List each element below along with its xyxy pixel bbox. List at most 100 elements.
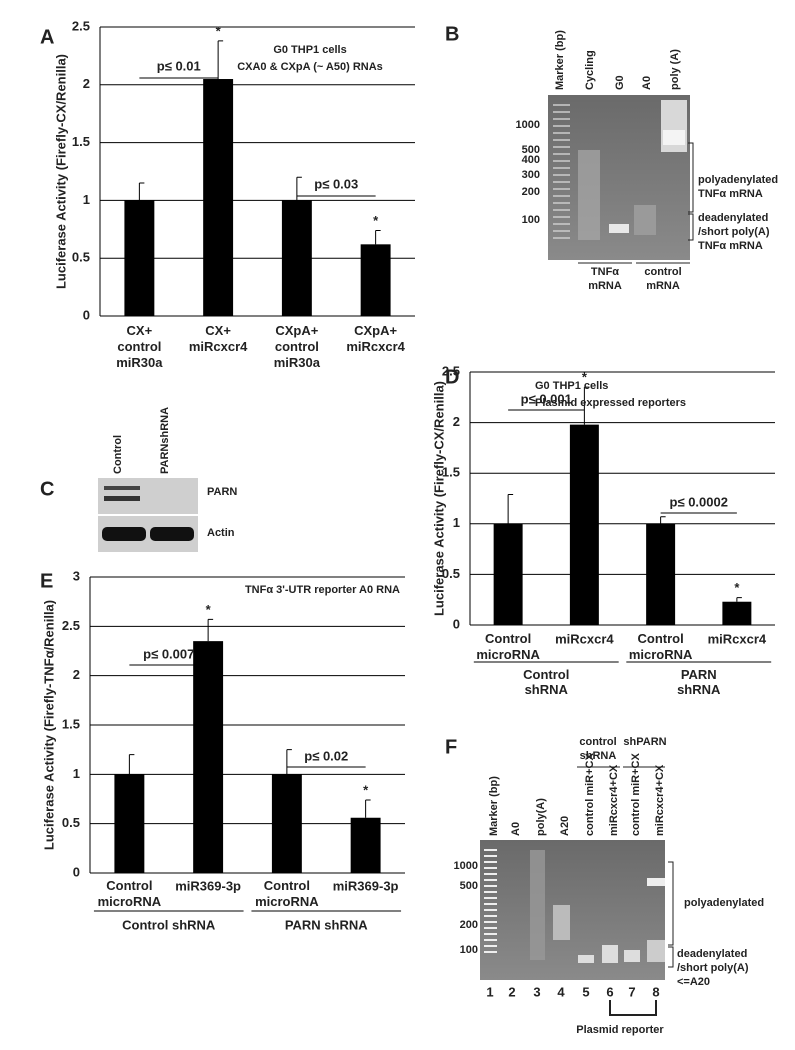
significance-star: * bbox=[206, 602, 212, 617]
y-tick-label: 1.5 bbox=[442, 465, 460, 480]
lane-label: A0 bbox=[641, 76, 653, 90]
y-tick-label: 0 bbox=[83, 307, 90, 322]
lane-label: A20 bbox=[559, 816, 571, 836]
gel-bands bbox=[530, 850, 665, 963]
size-label: 300 bbox=[522, 169, 540, 181]
x-tick-label: Control microRNA bbox=[255, 878, 319, 909]
chart-note: G0 THP1 cells bbox=[273, 44, 346, 56]
bar bbox=[124, 200, 155, 316]
x-tick-label: miR369-3p bbox=[333, 878, 399, 893]
size-label: 1000 bbox=[454, 860, 478, 872]
y-tick-label: 0.5 bbox=[72, 250, 90, 265]
y-axis-title: Luciferase Activity (Firefly-TNFα/Renill… bbox=[41, 600, 56, 850]
lane-label: A0 bbox=[510, 822, 522, 836]
blot-label: Actin bbox=[207, 527, 235, 539]
significance-star: * bbox=[216, 23, 222, 38]
size-label: 400 bbox=[522, 154, 540, 166]
y-tick-label: 1.5 bbox=[62, 716, 80, 731]
y-tick-label: 2.5 bbox=[62, 618, 80, 633]
right-label: polyadenylated bbox=[684, 897, 764, 909]
right-label: polyadenylated TNFα mRNA bbox=[698, 174, 778, 200]
bar bbox=[193, 641, 224, 873]
p-value: p≤ 0.01 bbox=[157, 58, 201, 73]
group-label: PARN shRNA bbox=[677, 667, 721, 697]
size-label: 500 bbox=[522, 144, 540, 156]
lane-number: 2 bbox=[508, 984, 515, 999]
y-tick-label: 2 bbox=[83, 76, 90, 91]
x-tick-label: miRcxcr4 bbox=[708, 631, 767, 646]
error-bar bbox=[207, 618, 214, 642]
lane-number: 1 bbox=[486, 984, 493, 999]
error-bar bbox=[128, 754, 135, 775]
bar bbox=[271, 774, 302, 873]
x-tick-label: CX+ miRcxcr4 bbox=[189, 323, 248, 354]
chart-note: G0 THP1 cells bbox=[535, 380, 608, 392]
p-value: p≤ 0.02 bbox=[304, 748, 348, 763]
blot-label: PARN bbox=[207, 486, 237, 498]
x-tick-label: miRcxcr4 bbox=[555, 631, 614, 646]
lane-number: 7 bbox=[628, 984, 635, 999]
error-bar bbox=[286, 749, 292, 775]
size-label: 100 bbox=[460, 944, 478, 956]
group-label: Control shRNA bbox=[122, 917, 216, 932]
x-tick-label: Control microRNA bbox=[98, 878, 162, 909]
size-label: 500 bbox=[460, 880, 478, 892]
lane-label: control miR+CX bbox=[630, 753, 642, 836]
bar bbox=[281, 200, 312, 316]
size-label: 200 bbox=[522, 186, 540, 198]
bar bbox=[350, 817, 381, 873]
group-label: control shRNA bbox=[579, 736, 616, 762]
lane-label: PARNshRNA bbox=[159, 407, 171, 474]
size-label: 1000 bbox=[516, 119, 540, 131]
group-label: shPARN bbox=[623, 736, 666, 748]
lane-label: miRcxcr4+CX bbox=[654, 764, 666, 836]
group-label: Control shRNA bbox=[523, 667, 569, 697]
bar bbox=[646, 523, 676, 625]
group-label: control mRNA bbox=[644, 266, 681, 292]
brackets bbox=[577, 142, 694, 1016]
x-tick-label: Control microRNA bbox=[629, 631, 693, 662]
p-value: p≤ 0.007 bbox=[143, 646, 194, 661]
y-tick-label: 1.5 bbox=[72, 134, 90, 149]
lane-number: 3 bbox=[533, 984, 540, 999]
panel-letter: E bbox=[40, 570, 53, 592]
lane-label: poly(A) bbox=[535, 798, 547, 836]
panel-letter: D bbox=[445, 366, 459, 388]
y-axis-title: Luciferase Activity (Firefly-CX/Renilla) bbox=[431, 381, 446, 616]
bar bbox=[114, 774, 145, 873]
lane-label: G0 bbox=[614, 75, 626, 90]
bar bbox=[569, 424, 599, 625]
panel-letter: A bbox=[40, 26, 54, 48]
error-bar bbox=[138, 182, 145, 201]
error-bar bbox=[296, 176, 302, 201]
y-tick-label: 0 bbox=[453, 616, 460, 631]
p-value: p≤ 0.0002 bbox=[670, 494, 728, 509]
significance-star: * bbox=[582, 370, 588, 385]
bar bbox=[360, 244, 391, 316]
y-tick-label: 1 bbox=[453, 515, 460, 530]
lane-label: Control bbox=[112, 435, 124, 474]
y-tick-label: 3 bbox=[73, 568, 80, 583]
chart-note: CXA0 & CXpA (~ A50) RNAs bbox=[237, 61, 383, 73]
significance-star: * bbox=[363, 782, 369, 797]
lane-number: 4 bbox=[557, 984, 565, 999]
bar bbox=[722, 601, 752, 625]
y-tick-label: 2.5 bbox=[442, 363, 460, 378]
panel-letter: B bbox=[445, 23, 459, 45]
p-value: p≤ 0.001 bbox=[521, 391, 572, 406]
lane-label: Marker (bp) bbox=[488, 776, 500, 836]
error-bar bbox=[660, 516, 666, 524]
error-bar bbox=[583, 386, 590, 425]
chart-note: TNFα 3'-UTR reporter A0 RNA bbox=[245, 584, 400, 596]
x-tick-label: CX+ control miR30a bbox=[116, 323, 163, 370]
y-tick-label: 0 bbox=[73, 864, 80, 879]
size-label: 200 bbox=[460, 919, 478, 931]
error-bar bbox=[217, 40, 224, 80]
chart-note: Plasmid expressed reporters bbox=[535, 397, 686, 409]
lane-label: miRcxcr4+CX bbox=[608, 764, 620, 836]
lane-number: 6 bbox=[606, 984, 613, 999]
right-label: deadenylated/short poly(A) TNFα mRNA bbox=[698, 212, 770, 252]
error-bar bbox=[375, 229, 381, 245]
significance-star: * bbox=[734, 580, 740, 595]
